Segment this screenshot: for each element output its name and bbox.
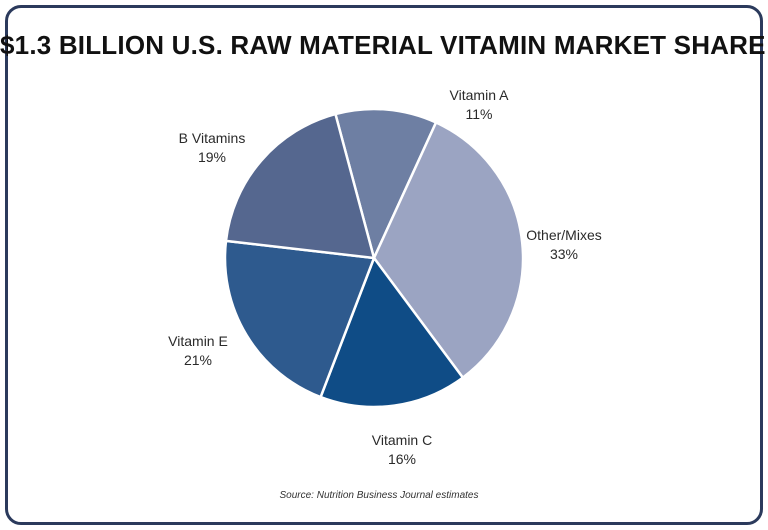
pie-slices [223, 107, 525, 409]
slice-label: B Vitamins [179, 130, 246, 146]
chart-title: $1.3 BILLION U.S. RAW MATERIAL VITAMIN M… [0, 30, 766, 60]
pie-slice-vitamin-a [333, 107, 438, 262]
slice-value-label: 21% [184, 352, 212, 368]
slice-value-label: 16% [388, 451, 416, 467]
slice-label: Vitamin A [450, 87, 510, 103]
pie-slice-b-vitamins [224, 112, 376, 260]
slice-label: Vitamin E [168, 333, 228, 349]
pie-slice-vitamin-c [318, 255, 465, 409]
slice-label: Vitamin C [372, 432, 432, 448]
slice-value-label: 19% [198, 149, 226, 165]
slice-value-label: 11% [466, 106, 493, 122]
pie-slice-other-mixes [372, 120, 525, 380]
slice-value-label: 33% [550, 246, 578, 262]
pie-slice-vitamin-e [223, 239, 376, 399]
chart-source: Source: Nutrition Business Journal estim… [279, 490, 479, 501]
slice-label: Other/Mixes [526, 227, 601, 243]
pie-labels: Vitamin A 11% Other/Mixes 33% Vitamin C 16% Vi… [168, 87, 602, 467]
